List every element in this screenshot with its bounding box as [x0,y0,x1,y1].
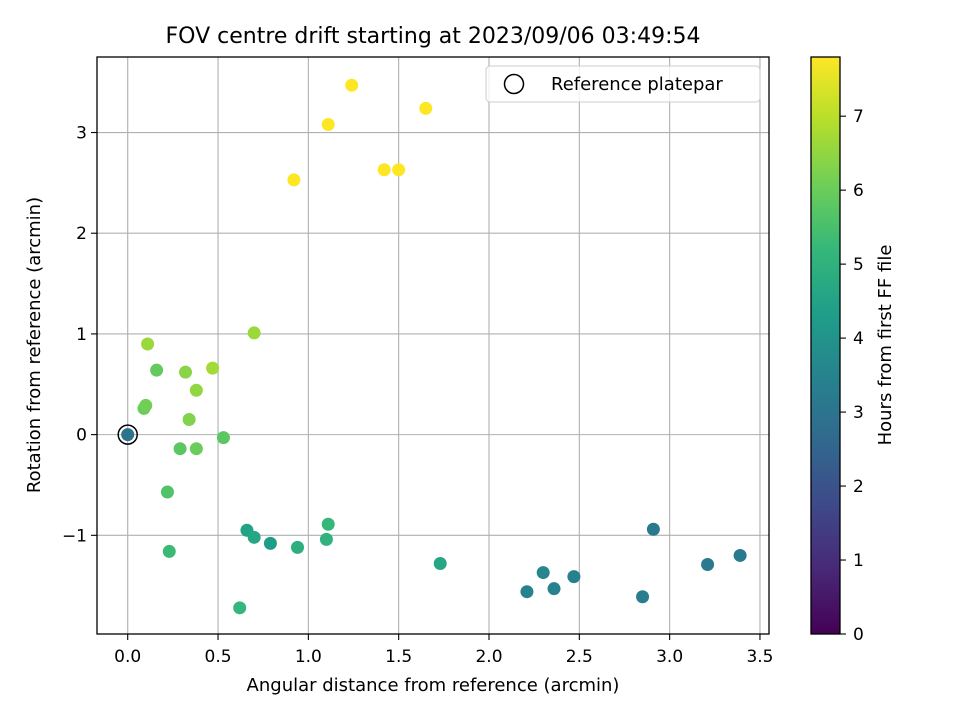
plot-area-frame [96,56,770,635]
x-tick-label: 1.0 [295,647,322,667]
scatter-point [321,117,335,131]
legend-label: Reference platepar [551,74,723,95]
scatter-point [520,585,534,599]
x-tick-label: 0.5 [205,647,232,667]
scatter-point [263,536,277,550]
y-tick-label: 3 [76,124,87,144]
x-tick-label: 3.0 [656,647,683,667]
colorbar: 0 1 2 3 4 5 6 7 Hours from first FF file [810,56,896,645]
scatter-point [536,566,550,580]
chart-title: FOV centre drift starting at 2023/09/06 … [166,24,701,49]
scatter-point [206,361,220,375]
scatter-point [216,431,230,445]
scatter-point [247,530,261,544]
scatter-point [319,532,333,546]
x-tick-label: 3.5 [746,647,773,667]
colorbar-gradient [810,56,841,635]
x-tick-label: 1.5 [385,647,412,667]
scatter-point [321,517,335,531]
scatter-point [547,582,561,596]
legend-box [485,65,761,103]
colorbar-tick-label: 4 [853,329,864,349]
scatter-point [189,383,203,397]
scatter-point [139,398,153,412]
y-tick-label: 0 [76,426,87,446]
colorbar-tick-label: 3 [853,403,864,423]
scatter-point [419,101,433,115]
scatter-point [345,78,359,92]
legend: Reference platepar [485,65,761,103]
scatter-point [121,428,135,442]
colorbar-ticks: 0 1 2 3 4 5 6 7 [840,107,864,645]
x-axis-ticks: 0.0 0.5 1.0 1.5 2.0 2.5 3.0 3.5 [114,634,773,667]
grid-lines [97,57,769,634]
scatter-point [160,485,174,499]
scatter-point [287,173,301,187]
scatter-point [233,601,247,615]
colorbar-tick-label: 0 [853,625,864,645]
x-tick-label: 0.0 [114,647,141,667]
colorbar-tick-label: 1 [853,551,864,571]
scatter-point [179,365,193,379]
x-axis-label: Angular distance from reference (arcmin) [247,675,620,696]
scatter-point [636,590,650,604]
scatter-point [392,163,406,177]
y-tick-label: 1 [76,325,87,345]
y-tick-label: 2 [76,224,87,244]
reference-platepar-marker [117,424,138,445]
colorbar-tick-label: 6 [853,181,864,201]
scatter-point [377,163,391,177]
x-tick-label: 2.0 [475,647,502,667]
scatter-point [701,558,715,572]
x-tick-label: 2.5 [566,647,593,667]
scatter-point [173,442,187,456]
scatter-point [433,557,447,571]
scatter-point [291,540,305,554]
colorbar-tick-label: 7 [853,107,864,127]
scatter-point [189,442,203,456]
colorbar-tick-label: 2 [853,477,864,497]
colorbar-label: Hours from first FF file [875,245,896,446]
y-axis-ticks: −1 0 1 2 3 [62,124,97,546]
scatter-point [646,522,660,536]
data-points [121,78,747,615]
scatter-point [162,544,176,558]
scatter-point [182,413,196,427]
scatter-point [141,337,155,351]
legend-marker-open-circle [503,73,525,95]
y-axis-label: Rotation from reference (arcmin) [24,197,45,493]
colorbar-tick-label: 5 [853,255,864,275]
scatter-point [733,548,747,562]
scatter-point [150,363,164,377]
y-tick-label: −1 [62,526,87,546]
scatter-point [567,570,581,584]
scatter-point [247,326,261,340]
